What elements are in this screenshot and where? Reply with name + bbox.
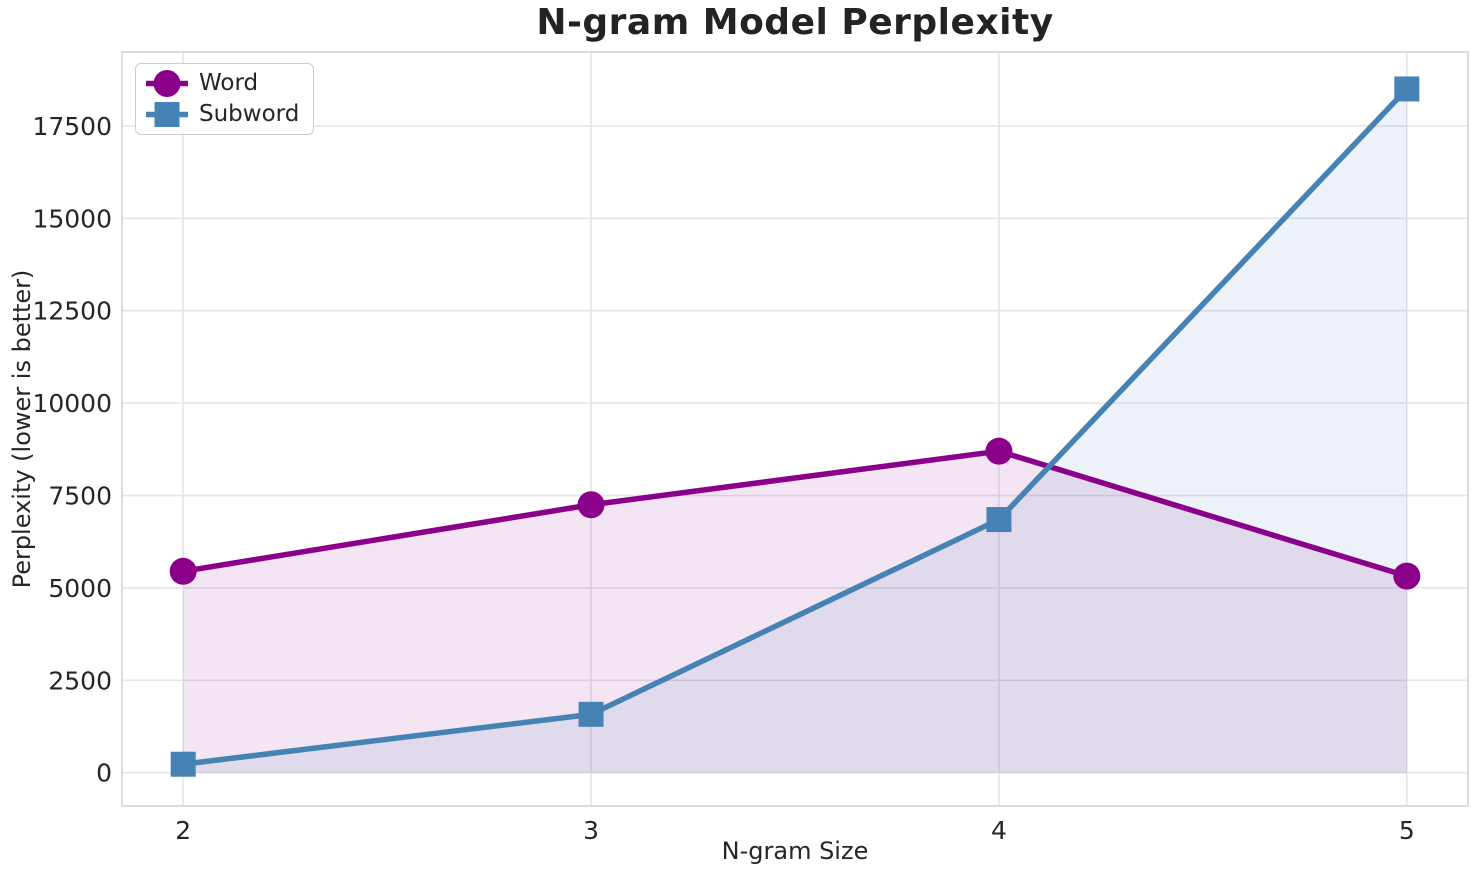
y-axis-label: Perplexity (lower is better) xyxy=(8,269,36,589)
x-tick-label: 5 xyxy=(1399,816,1415,845)
legend: Word Subword xyxy=(135,63,315,135)
word-marker xyxy=(985,437,1013,465)
y-tick-label: 12500 xyxy=(32,297,112,326)
subword-series-marker-icon xyxy=(146,102,188,127)
chart-title: N-gram Model Perplexity xyxy=(536,2,1054,43)
legend-item-word: Word xyxy=(144,69,299,98)
word-area-fill xyxy=(183,451,1407,773)
x-tick-label: 4 xyxy=(991,816,1007,845)
word-marker xyxy=(577,491,605,519)
y-tick-label: 10000 xyxy=(32,389,112,418)
word-marker xyxy=(1393,562,1421,590)
y-tick-label: 17500 xyxy=(32,112,112,141)
y-tick-label: 0 xyxy=(96,759,112,788)
word-series-marker-icon xyxy=(146,70,188,97)
subword-marker xyxy=(1394,76,1420,102)
subword-marker xyxy=(986,507,1012,533)
y-tick-label: 15000 xyxy=(32,204,112,233)
subword-area-fill xyxy=(183,88,1407,773)
subword-marker xyxy=(170,751,196,777)
x-tick-label: 2 xyxy=(175,816,191,845)
subword-marker xyxy=(578,701,604,727)
subword-line xyxy=(180,86,1410,767)
legend-item-subword: Subword xyxy=(144,100,299,129)
word-line xyxy=(180,448,1410,579)
y-tick-label: 5000 xyxy=(48,574,112,603)
y-tick-label: 7500 xyxy=(48,482,112,511)
x-axis-label: N-gram Size xyxy=(721,837,869,865)
legend-label-subword: Subword xyxy=(199,101,300,127)
word-marker xyxy=(169,557,197,585)
x-tick-label: 3 xyxy=(583,816,599,845)
legend-label-word: Word xyxy=(199,70,259,96)
y-tick-label: 2500 xyxy=(48,666,112,695)
plot-border xyxy=(121,51,1469,807)
